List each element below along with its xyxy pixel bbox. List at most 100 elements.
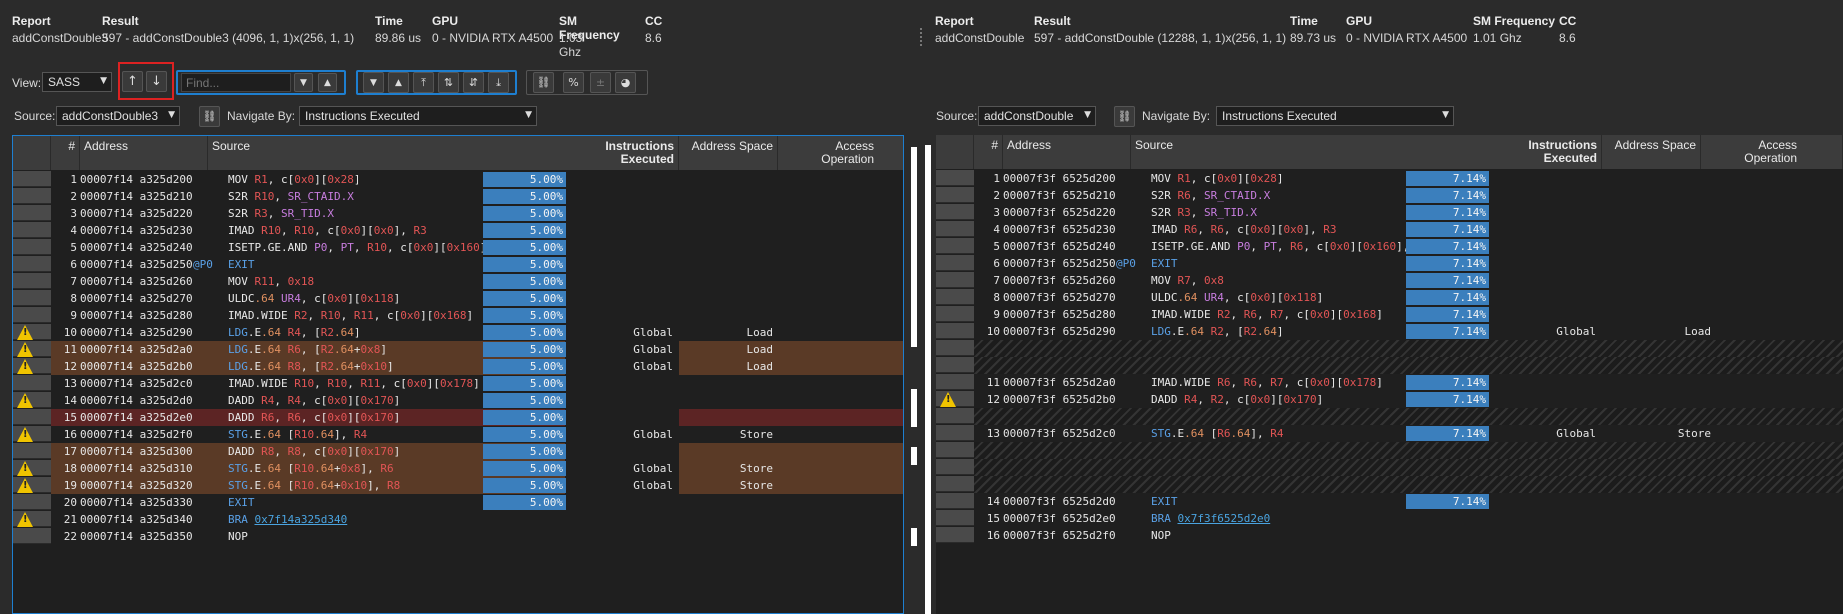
table-row[interactable]: 5 00007f14 a325d240 ISETP.GE.AND P0, PT, R…	[13, 239, 903, 256]
table-row[interactable]	[936, 357, 1843, 374]
table-row[interactable]: 4 00007f14 a325d230 IMAD R10, R10, c[0x0][…	[13, 222, 903, 239]
diff-splitter[interactable]	[909, 145, 935, 614]
plus-minus-icon[interactable]: ±	[590, 72, 611, 93]
source-cell: DADD R4, R4, c[0x0][0x170]	[228, 392, 565, 409]
link-icon[interactable]: ⛓	[199, 106, 220, 127]
source-token: ,	[307, 309, 321, 322]
table-row[interactable]: 9 00007f3f 6525d280 IMAD.WIDE R2, R6, R7, …	[936, 306, 1843, 323]
table-row[interactable]	[936, 340, 1843, 357]
jump-bottom-icon[interactable]: ⤓	[488, 72, 509, 93]
source-token: STG	[1151, 427, 1171, 440]
table-row[interactable]: 14 00007f3f 6525d2d0 EXIT 7.14%	[936, 493, 1843, 510]
table-row[interactable]: 16 00007f3f 6525d2f0 NOP	[936, 527, 1843, 544]
line-number: 14	[63, 394, 77, 407]
address-cell: 00007f3f 6525d2f0	[1003, 529, 1116, 542]
predicate: @P0	[1116, 257, 1136, 270]
chevron-down-icon: ▼	[1084, 110, 1091, 120]
right-source-select[interactable]: addConstDouble ▼	[978, 106, 1096, 126]
source-token: .64	[254, 292, 281, 305]
pie-chart-icon[interactable]: ◕	[615, 72, 636, 93]
chevron-up-icon[interactable]: ▲	[388, 72, 409, 93]
table-row[interactable]: 13 00007f3f 6525d2c0 STG.E.64 [R6.64], R4 7…	[936, 425, 1843, 442]
table-row[interactable]: 6 00007f3f 6525d250 @P0 EXIT 7.14%	[936, 255, 1843, 272]
table-row[interactable]: 22 00007f14 a325d350 NOP	[13, 528, 903, 545]
arrow-down-icon[interactable]: ↓	[146, 71, 167, 92]
jump-top-icon[interactable]: ⤒	[413, 72, 434, 93]
table-row[interactable]: 6 00007f14 a325d250 @P0 EXIT 5.00%	[13, 256, 903, 273]
find-previous-chevron-down-icon[interactable]: ▼	[294, 73, 313, 92]
table-row[interactable]: 8 00007f14 a325d270 ULDC.64 UR4, c[0x0][0x…	[13, 290, 903, 307]
right-navigate-select[interactable]: Instructions Executed ▼	[1216, 106, 1454, 126]
row-marker	[936, 170, 974, 186]
link-icon[interactable]: ⛓	[1114, 106, 1135, 127]
source-token: DADD	[228, 411, 262, 424]
table-row[interactable]: 10 00007f3f 6525d290 LDG.E.64 R2, [R2.64] 7…	[936, 323, 1843, 340]
row-marker	[936, 459, 974, 475]
source-token: R2	[320, 326, 334, 339]
line-number: 17	[63, 445, 77, 458]
source-token: R6	[1177, 189, 1191, 202]
instructions-executed-bar: 7.14%	[1406, 188, 1489, 203]
address-cell: 00007f14 a325d2e0	[80, 411, 193, 424]
table-row[interactable]: 2 00007f14 a325d210 S2R R10, SR_CTAID.X 5.0…	[13, 188, 903, 205]
view-select[interactable]: SASS ▼	[42, 72, 112, 92]
row-marker	[936, 289, 974, 305]
table-row[interactable]: 15 00007f14 a325d2e0 DADD R6, R6, c[0x0][0…	[13, 409, 903, 426]
table-row[interactable]: 7 00007f14 a325d260 MOV R11, 0x18 5.00%	[13, 273, 903, 290]
source-token[interactable]: 0x7f14a325d340	[254, 513, 348, 526]
header-label-report: Report	[12, 14, 51, 28]
arrow-up-icon[interactable]: ↑	[122, 71, 143, 92]
table-row[interactable]	[936, 476, 1843, 493]
table-row[interactable]: 17 00007f14 a325d300 DADD R8, R8, c[0x0][0…	[13, 443, 903, 460]
table-row[interactable]	[936, 442, 1843, 459]
table-row[interactable]: 8 00007f3f 6525d270 ULDC.64 UR4, c[0x0][0x…	[936, 289, 1843, 306]
left-report-header: Report Result Time GPU SM Frequency CC a…	[12, 14, 662, 59]
table-row[interactable]	[936, 459, 1843, 476]
source-token: .64	[261, 360, 288, 373]
table-row[interactable]: 3 00007f14 a325d220 S2R R3, SR_TID.X 5.00%	[13, 205, 903, 222]
access-operation-cell: Load	[746, 326, 774, 339]
find-next-chevron-up-icon[interactable]: ▲	[318, 73, 337, 92]
percent-icon[interactable]: %	[563, 72, 584, 93]
table-row[interactable]: 3 00007f3f 6525d220 S2R R3, SR_TID.X 7.14%	[936, 204, 1843, 221]
table-row[interactable]: 9 00007f14 a325d280 IMAD.WIDE R2, R10, R11…	[13, 307, 903, 324]
table-row[interactable]: 1 00007f14 a325d200 MOV R1, c[0x0][0x28] 5.…	[13, 171, 903, 188]
line-number: 4	[70, 224, 77, 237]
table-row[interactable]: 1 00007f3f 6525d200 MOV R1, c[0x0][0x28] 7.…	[936, 170, 1843, 187]
chevron-down-icon[interactable]: ▼	[363, 72, 384, 93]
table-row[interactable]: 20 00007f14 a325d330 EXIT 5.00%	[13, 494, 903, 511]
find-input[interactable]	[181, 73, 291, 92]
source-token: 0x0	[373, 224, 394, 237]
table-row[interactable]: 11 00007f3f 6525d2a0 IMAD.WIDE R6, R6, R7,…	[936, 374, 1843, 391]
source-token: .E	[247, 428, 262, 441]
left-source-select[interactable]: addConstDouble3 ▼	[56, 106, 180, 126]
source-token: ],	[334, 428, 354, 441]
table-row[interactable]: 7 00007f3f 6525d260 MOV R7, 0x8 7.14%	[936, 272, 1843, 289]
source-token: ,	[274, 411, 288, 424]
link-icon[interactable]: ⛓	[533, 72, 554, 93]
sort-up-icon[interactable]: ⇅	[438, 72, 459, 93]
table-row[interactable]: 5 00007f3f 6525d240 ISETP.GE.AND P0, PT, R…	[936, 238, 1843, 255]
table-row[interactable]: 2 00007f3f 6525d210 S2R R6, SR_CTAID.X 7.14…	[936, 187, 1843, 204]
table-row[interactable]: 4 00007f3f 6525d230 IMAD R6, R6, c[0x0][0x…	[936, 221, 1843, 238]
table-row[interactable]: 13 00007f14 a325d2c0 IMAD.WIDE R10, R10, R…	[13, 375, 903, 392]
diff-gap-hatch	[974, 340, 1843, 357]
source-cell: NOP	[228, 528, 565, 545]
source-token: R1	[1177, 172, 1191, 185]
source-token[interactable]: 0x7f3f6525d2e0	[1177, 512, 1271, 525]
source-token: , c[	[300, 445, 328, 458]
table-row[interactable]	[936, 408, 1843, 425]
address-cell: 00007f3f 6525d2c0	[1003, 427, 1116, 440]
left-navigate-select[interactable]: Instructions Executed ▼	[299, 106, 537, 126]
sort-down-icon[interactable]: ⇵	[463, 72, 484, 93]
table-row[interactable]: 15 00007f3f 6525d2e0 BRA 0x7f3f6525d2e0	[936, 510, 1843, 527]
